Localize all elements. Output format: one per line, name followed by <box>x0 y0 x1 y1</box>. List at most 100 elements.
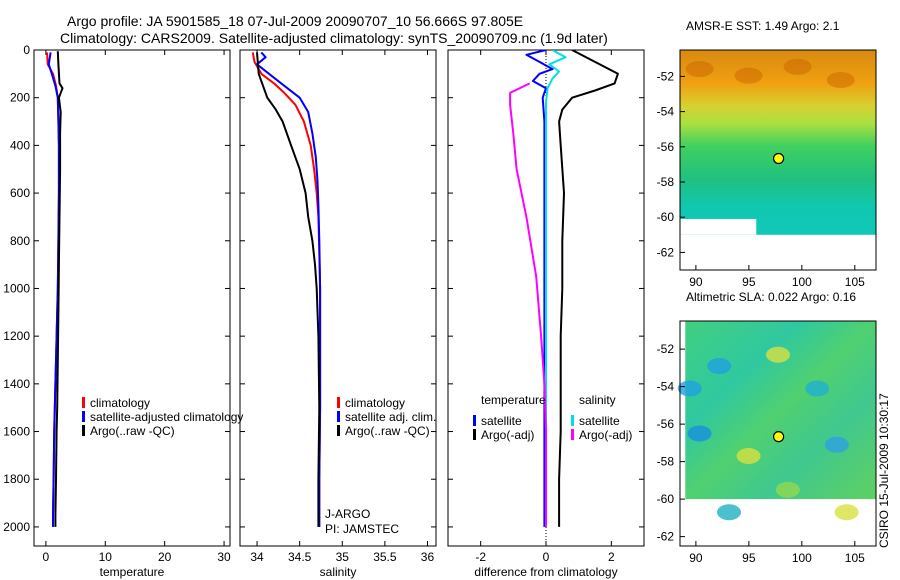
map-texture <box>824 436 849 453</box>
series-group <box>251 51 322 527</box>
map-texture <box>834 504 859 521</box>
map-texture <box>677 380 702 397</box>
annotation: PI: JAMSTEC <box>325 522 399 536</box>
legend-group-title: temperature <box>481 393 546 407</box>
series-group <box>509 50 619 527</box>
series-line-argo-raw-qc- <box>54 51 64 527</box>
y-tick-label: 1600 <box>3 425 30 439</box>
y-tick-label: -60 <box>657 210 675 224</box>
y-tick-label: -54 <box>657 105 675 119</box>
float-position-marker <box>772 152 785 165</box>
legend-swatch <box>337 397 340 408</box>
y-tick-label: 200 <box>10 91 30 105</box>
x-tick-label: 90 <box>689 551 703 565</box>
y-tick-label: -62 <box>657 245 675 259</box>
series-line-temperature-satellite <box>525 50 554 527</box>
y-tick-label: 1200 <box>3 329 30 343</box>
map-texture <box>805 380 830 397</box>
y-tick-label: -54 <box>657 380 675 394</box>
legend-swatch <box>337 425 340 436</box>
x-tick-label: 34.5 <box>288 550 312 564</box>
y-tick-label: -60 <box>657 492 675 506</box>
map-title: AMSR-E SST: 1.49 Argo: 2.1 <box>686 19 840 33</box>
x-tick-label: 2 <box>608 550 615 564</box>
legend-swatch <box>82 425 85 436</box>
y-tick-label: -62 <box>657 530 675 544</box>
x-tick-label: 100 <box>792 551 812 565</box>
map-texture <box>783 58 812 75</box>
y-tick-label: -52 <box>657 69 675 83</box>
legend-swatch <box>337 411 340 422</box>
x-tick-label: 95 <box>742 275 756 289</box>
y-tick-label: -56 <box>657 417 675 431</box>
map-texture <box>687 425 712 442</box>
annotation: J-ARGO <box>325 507 370 521</box>
legend-label: satellite <box>579 414 620 428</box>
credit-text: CSIRO 15-Jul-2009 10:30:17 <box>877 393 891 548</box>
series-line-temperature-argo-adj- <box>558 50 619 527</box>
x-tick-label: 105 <box>845 551 865 565</box>
map-texture <box>775 481 800 498</box>
y-tick-label: -58 <box>657 175 675 189</box>
y-tick-label: -52 <box>657 342 675 356</box>
panel-temperature: 0 200 400 600 800 1000 1200 1400 1600 1800 2000 0 10… <box>3 43 243 579</box>
series-line-satellite-adj-clim- <box>256 51 322 527</box>
y-tick-label: 1000 <box>3 281 30 295</box>
legend-label: climatology <box>345 396 405 410</box>
map-texture <box>707 358 732 374</box>
x-tick-label: 20 <box>158 550 172 564</box>
map-field <box>680 50 876 235</box>
map-texture <box>766 346 790 363</box>
x-tick-label: 35 <box>336 550 350 564</box>
y-tick-label: 600 <box>10 186 30 200</box>
x-axis-label: temperature <box>100 565 165 579</box>
y-tick-label: -58 <box>657 455 675 469</box>
legend-swatch <box>82 411 85 422</box>
map-frame <box>679 49 877 271</box>
series-line-salinity-satellite <box>545 50 567 527</box>
legend-label: satellite-adjusted climatology <box>90 410 243 424</box>
y-tick-label: 0 <box>23 43 30 57</box>
figure-title-line-1: Argo profile: JA 5901585_18 07-Jul-2009 … <box>67 13 524 29</box>
y-tick-label: 400 <box>10 138 30 152</box>
figure-title-line-2: Climatology: CARS2009. Satellite-adjuste… <box>60 30 608 46</box>
map-texture <box>734 67 763 84</box>
legend-swatch <box>571 415 574 426</box>
legend-group-title: salinity <box>579 393 616 407</box>
x-tick-label: -2 <box>475 550 486 564</box>
panel-sla_map: Altimetric SLA: 0.022 Argo: 0.16 90 95 100 1… <box>657 290 877 565</box>
plot-frame-temperature <box>33 49 231 547</box>
x-tick-label: 0 <box>543 550 550 564</box>
map-texture <box>717 504 741 521</box>
legend-label: Argo(-adj) <box>481 428 534 442</box>
plot-frame-salinity <box>239 49 437 547</box>
x-tick-label: 100 <box>792 275 812 289</box>
series-line-argo-raw-qc- <box>256 52 321 527</box>
x-tick-label: 35.5 <box>373 550 397 564</box>
map-title: Altimetric SLA: 0.022 Argo: 0.16 <box>686 290 856 304</box>
x-tick-label: 105 <box>845 275 865 289</box>
legend-label: satellite adj. clim. <box>345 410 436 424</box>
x-tick-label: 0 <box>43 550 50 564</box>
x-tick-label: 36 <box>421 550 435 564</box>
series-line-salinity-argo-adj- <box>509 82 547 527</box>
legend-label: satellite <box>481 414 522 428</box>
series-group <box>46 51 64 527</box>
y-tick-label: 2000 <box>3 520 30 534</box>
map-frame <box>679 320 877 547</box>
y-tick-label: 800 <box>10 234 30 248</box>
series-line-satellite-adjusted-climatology <box>47 52 60 527</box>
x-axis-label: salinity <box>320 565 357 579</box>
legend-label: Argo(-adj) <box>579 428 632 442</box>
float-position-marker <box>772 431 785 443</box>
panel-salinity: 34 34.5 35 35.5 36 salinity climatologysatelli… <box>239 49 437 579</box>
map-no-data <box>680 218 757 235</box>
y-tick-label: 1800 <box>3 472 30 486</box>
x-tick-label: 95 <box>742 551 756 565</box>
panel-sst_map: AMSR-E SST: 1.49 Argo: 2.1 90 95 100 105 -52 -… <box>657 19 877 289</box>
x-tick-label: 34 <box>250 550 264 564</box>
y-tick-label: 1400 <box>3 377 30 391</box>
legend-swatch <box>571 429 574 440</box>
